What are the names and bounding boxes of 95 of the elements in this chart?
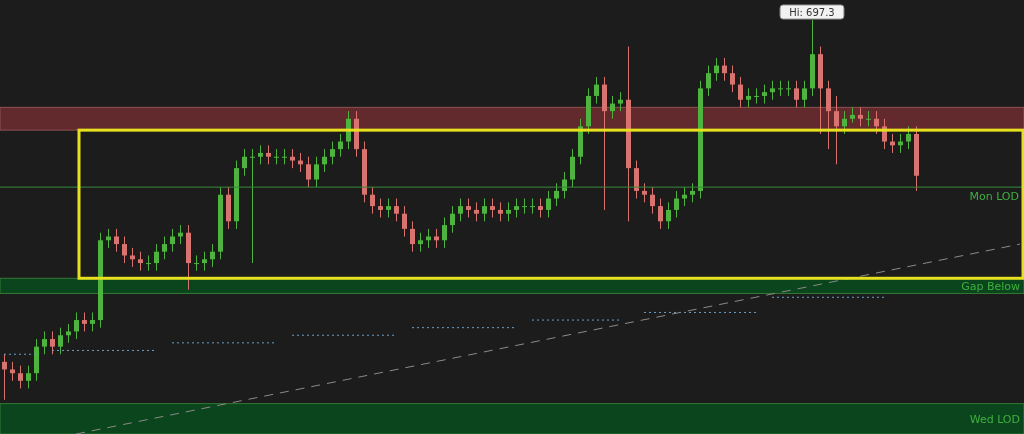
ref-line-label: Mon LOD: [969, 189, 1019, 203]
candlestick: [506, 201, 511, 222]
candlestick: [746, 87, 751, 108]
candlestick: [778, 80, 783, 97]
candlestick: [162, 236, 167, 260]
candlestick: [242, 148, 247, 177]
candlestick: [386, 198, 391, 218]
candlestick: [282, 148, 287, 165]
candlestick: [906, 125, 911, 150]
candlestick: [466, 198, 471, 218]
candlestick: [370, 186, 375, 215]
candlestick: [10, 361, 15, 382]
candlestick: [306, 156, 311, 188]
candlestick: [74, 311, 79, 340]
candlestick: [322, 148, 327, 173]
candlestick: [762, 84, 767, 105]
candlestick: [290, 148, 295, 169]
candlestick: [714, 57, 719, 82]
candlestick: [90, 311, 95, 332]
candlestick: [498, 201, 503, 222]
candlestick: [426, 228, 431, 249]
candlestick: [130, 247, 135, 268]
candlestick: [58, 327, 63, 355]
candlestick: [402, 205, 407, 237]
candlestick: [690, 182, 695, 203]
candlestick: [122, 236, 127, 264]
candlestick: [618, 91, 623, 112]
candlestick: [514, 198, 519, 218]
candlestick: [802, 80, 807, 108]
candlestick: [146, 254, 151, 272]
candlestick: [434, 228, 439, 249]
candlestick: [666, 201, 671, 230]
candlestick: [18, 365, 23, 389]
candlestick: [794, 80, 799, 108]
candlestick: [658, 198, 663, 230]
candlestick: [842, 110, 847, 135]
candlestick: [570, 148, 575, 188]
candlestick: [738, 76, 743, 108]
candlestick: [170, 228, 175, 253]
candlestick: [458, 198, 463, 222]
candlestick: [66, 323, 71, 344]
band-label: Gap Below: [961, 279, 1020, 293]
annotation: Hi: 697.3: [789, 6, 835, 18]
candlestick: [474, 201, 479, 222]
candlestick: [338, 133, 343, 158]
candlestick: [594, 76, 599, 105]
candlestick: [722, 57, 727, 82]
candlestick: [554, 182, 559, 207]
candlestick: [634, 160, 639, 200]
candlestick: [770, 80, 775, 101]
candlestick: [250, 148, 255, 264]
candlestick: [826, 80, 831, 150]
candlestick: [786, 80, 791, 97]
candlestick: [674, 190, 679, 218]
candlestick: [266, 144, 271, 165]
candlestick: [50, 330, 55, 355]
candlestick: [538, 198, 543, 218]
candlestick: [410, 220, 415, 253]
candlestick: [546, 190, 551, 218]
candlestick: [378, 198, 383, 218]
candlestick: [730, 65, 735, 93]
candlestick: [442, 217, 447, 249]
candlestick: [114, 228, 119, 253]
candlestick: [202, 251, 207, 272]
candlestick: [194, 254, 199, 272]
candlestick: [858, 106, 863, 127]
candlestick: [154, 243, 159, 272]
candlestick: [530, 198, 535, 215]
candlestick: [138, 251, 143, 272]
candlestick: [418, 232, 423, 253]
candlestick: [330, 141, 335, 165]
candlestick: [482, 198, 487, 222]
candlestick: [642, 182, 647, 203]
candlestick: [210, 243, 215, 268]
candlestick: [610, 95, 615, 120]
candlestick: [274, 148, 279, 165]
candlestick: [2, 353, 7, 401]
candlestick: [522, 198, 527, 215]
candlestick: [874, 110, 879, 135]
candlestick: [706, 65, 711, 97]
candlestick: [650, 186, 655, 215]
candlestick: [42, 330, 47, 355]
band-label: Wed LOD: [969, 412, 1020, 426]
candlestick: [394, 198, 399, 222]
candlestick: [754, 87, 759, 105]
candlestick: [82, 311, 87, 332]
candlestick: [26, 365, 31, 389]
candlestick: [314, 156, 319, 188]
candlestick: [834, 95, 839, 165]
candlestick: [490, 198, 495, 218]
candlestick: [258, 144, 263, 165]
candlestick: [682, 186, 687, 207]
candlestick: [450, 205, 455, 234]
candlestick: [106, 228, 111, 249]
candlestick: [866, 110, 871, 127]
